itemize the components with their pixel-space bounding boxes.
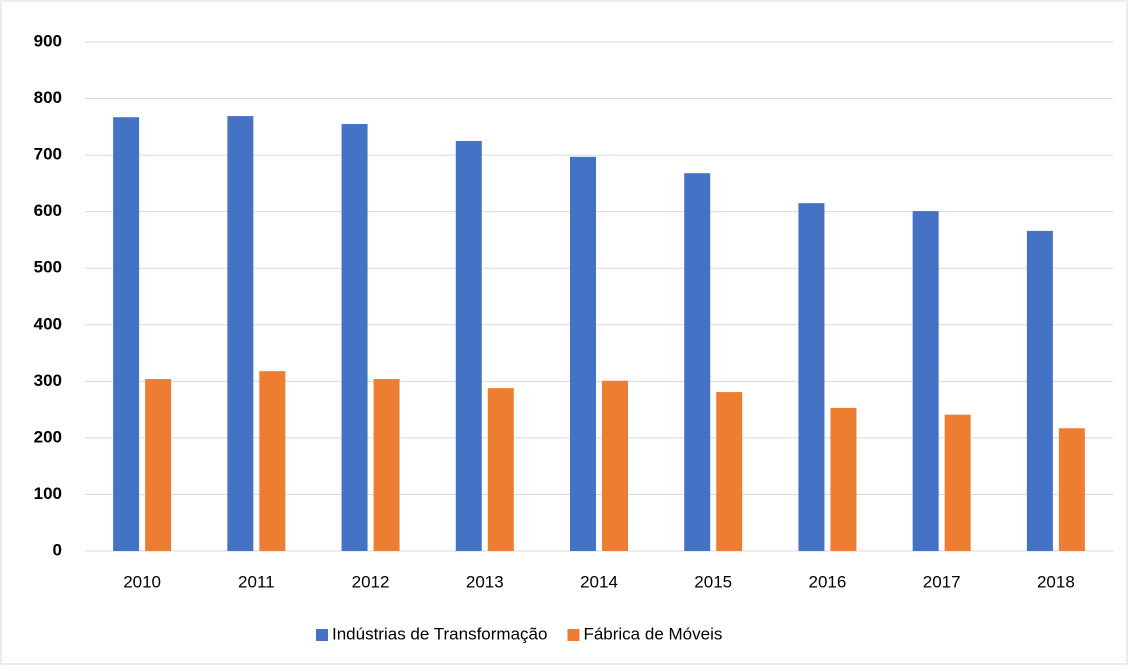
bar: [798, 203, 825, 551]
bar: [455, 140, 482, 551]
bar: [570, 156, 596, 551]
x-tick-label: 2010: [123, 572, 161, 591]
x-tick-label: 2015: [694, 572, 732, 591]
legend-swatch: [316, 629, 328, 641]
x-tick-label: 2013: [466, 572, 504, 591]
y-tick-label: 500: [34, 258, 62, 277]
bar: [113, 117, 140, 552]
bar: [487, 388, 514, 551]
legend-label: Fábrica de Móveis: [583, 624, 722, 643]
bar: [1026, 230, 1053, 551]
x-tick-label: 2012: [352, 572, 390, 591]
y-tick-label: 300: [34, 371, 62, 390]
bar: [227, 116, 254, 552]
bar: [145, 379, 172, 551]
y-tick-label: 400: [34, 314, 62, 333]
y-tick-label: 700: [34, 145, 62, 164]
legend-swatch: [567, 629, 580, 641]
x-tick-label: 2011: [238, 572, 275, 591]
y-tick-label: 0: [53, 540, 62, 559]
bar: [716, 392, 743, 551]
bar: [684, 173, 711, 551]
bar: [259, 371, 286, 551]
x-tick-label: 2018: [1037, 572, 1075, 591]
legend-label: Indústrias de Transformação: [332, 624, 547, 643]
y-tick-label: 800: [34, 88, 62, 107]
bar: [373, 379, 400, 551]
bar: [944, 414, 971, 551]
x-tick-label: 2016: [809, 572, 847, 591]
bar: [912, 211, 939, 551]
y-tick-label: 600: [34, 201, 62, 220]
bar: [602, 380, 628, 551]
x-tick-label: 2014: [580, 572, 618, 591]
y-tick-label: 200: [34, 427, 62, 446]
x-tick-label: 2017: [923, 572, 961, 591]
y-tick-label: 900: [34, 31, 62, 50]
y-tick-label: 100: [34, 484, 62, 503]
bar: [341, 124, 368, 551]
bar: [830, 407, 857, 551]
bar: [1058, 428, 1085, 551]
